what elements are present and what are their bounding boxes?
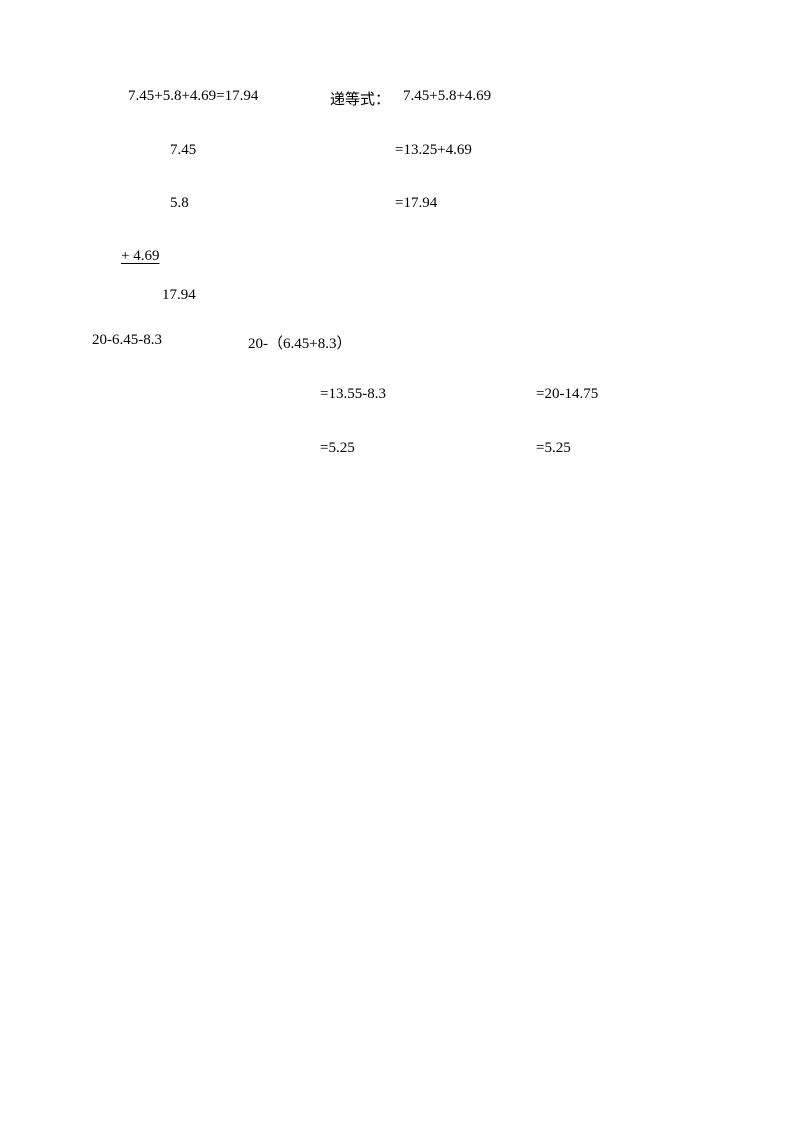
step-sub-b1: =20-14.75 <box>536 386 598 403</box>
equation-sum: 7.45+5.8+4.69=17.94 <box>128 88 258 105</box>
step-sub-b2: =5.25 <box>536 440 571 457</box>
step-sum-2: =17.94 <box>395 195 437 212</box>
addend-3-underlined: + 4.69 <box>121 248 159 265</box>
sum-result: 17.94 <box>162 287 196 304</box>
addend-1: 7.45 <box>170 142 196 159</box>
expr-sum-initial: 7.45+5.8+4.69 <box>403 88 491 105</box>
expr-sub-1: 20-6.45-8.3 <box>92 332 162 349</box>
step-sub-a2: =5.25 <box>320 440 355 457</box>
expr-sub-2: 20-（6.45+8.3） <box>248 332 351 353</box>
step-sum-1: =13.25+4.69 <box>395 142 472 159</box>
label-stepwise: 递等式： <box>330 88 390 109</box>
step-sub-a1: =13.55-8.3 <box>320 386 386 403</box>
addend-2: 5.8 <box>170 195 189 212</box>
